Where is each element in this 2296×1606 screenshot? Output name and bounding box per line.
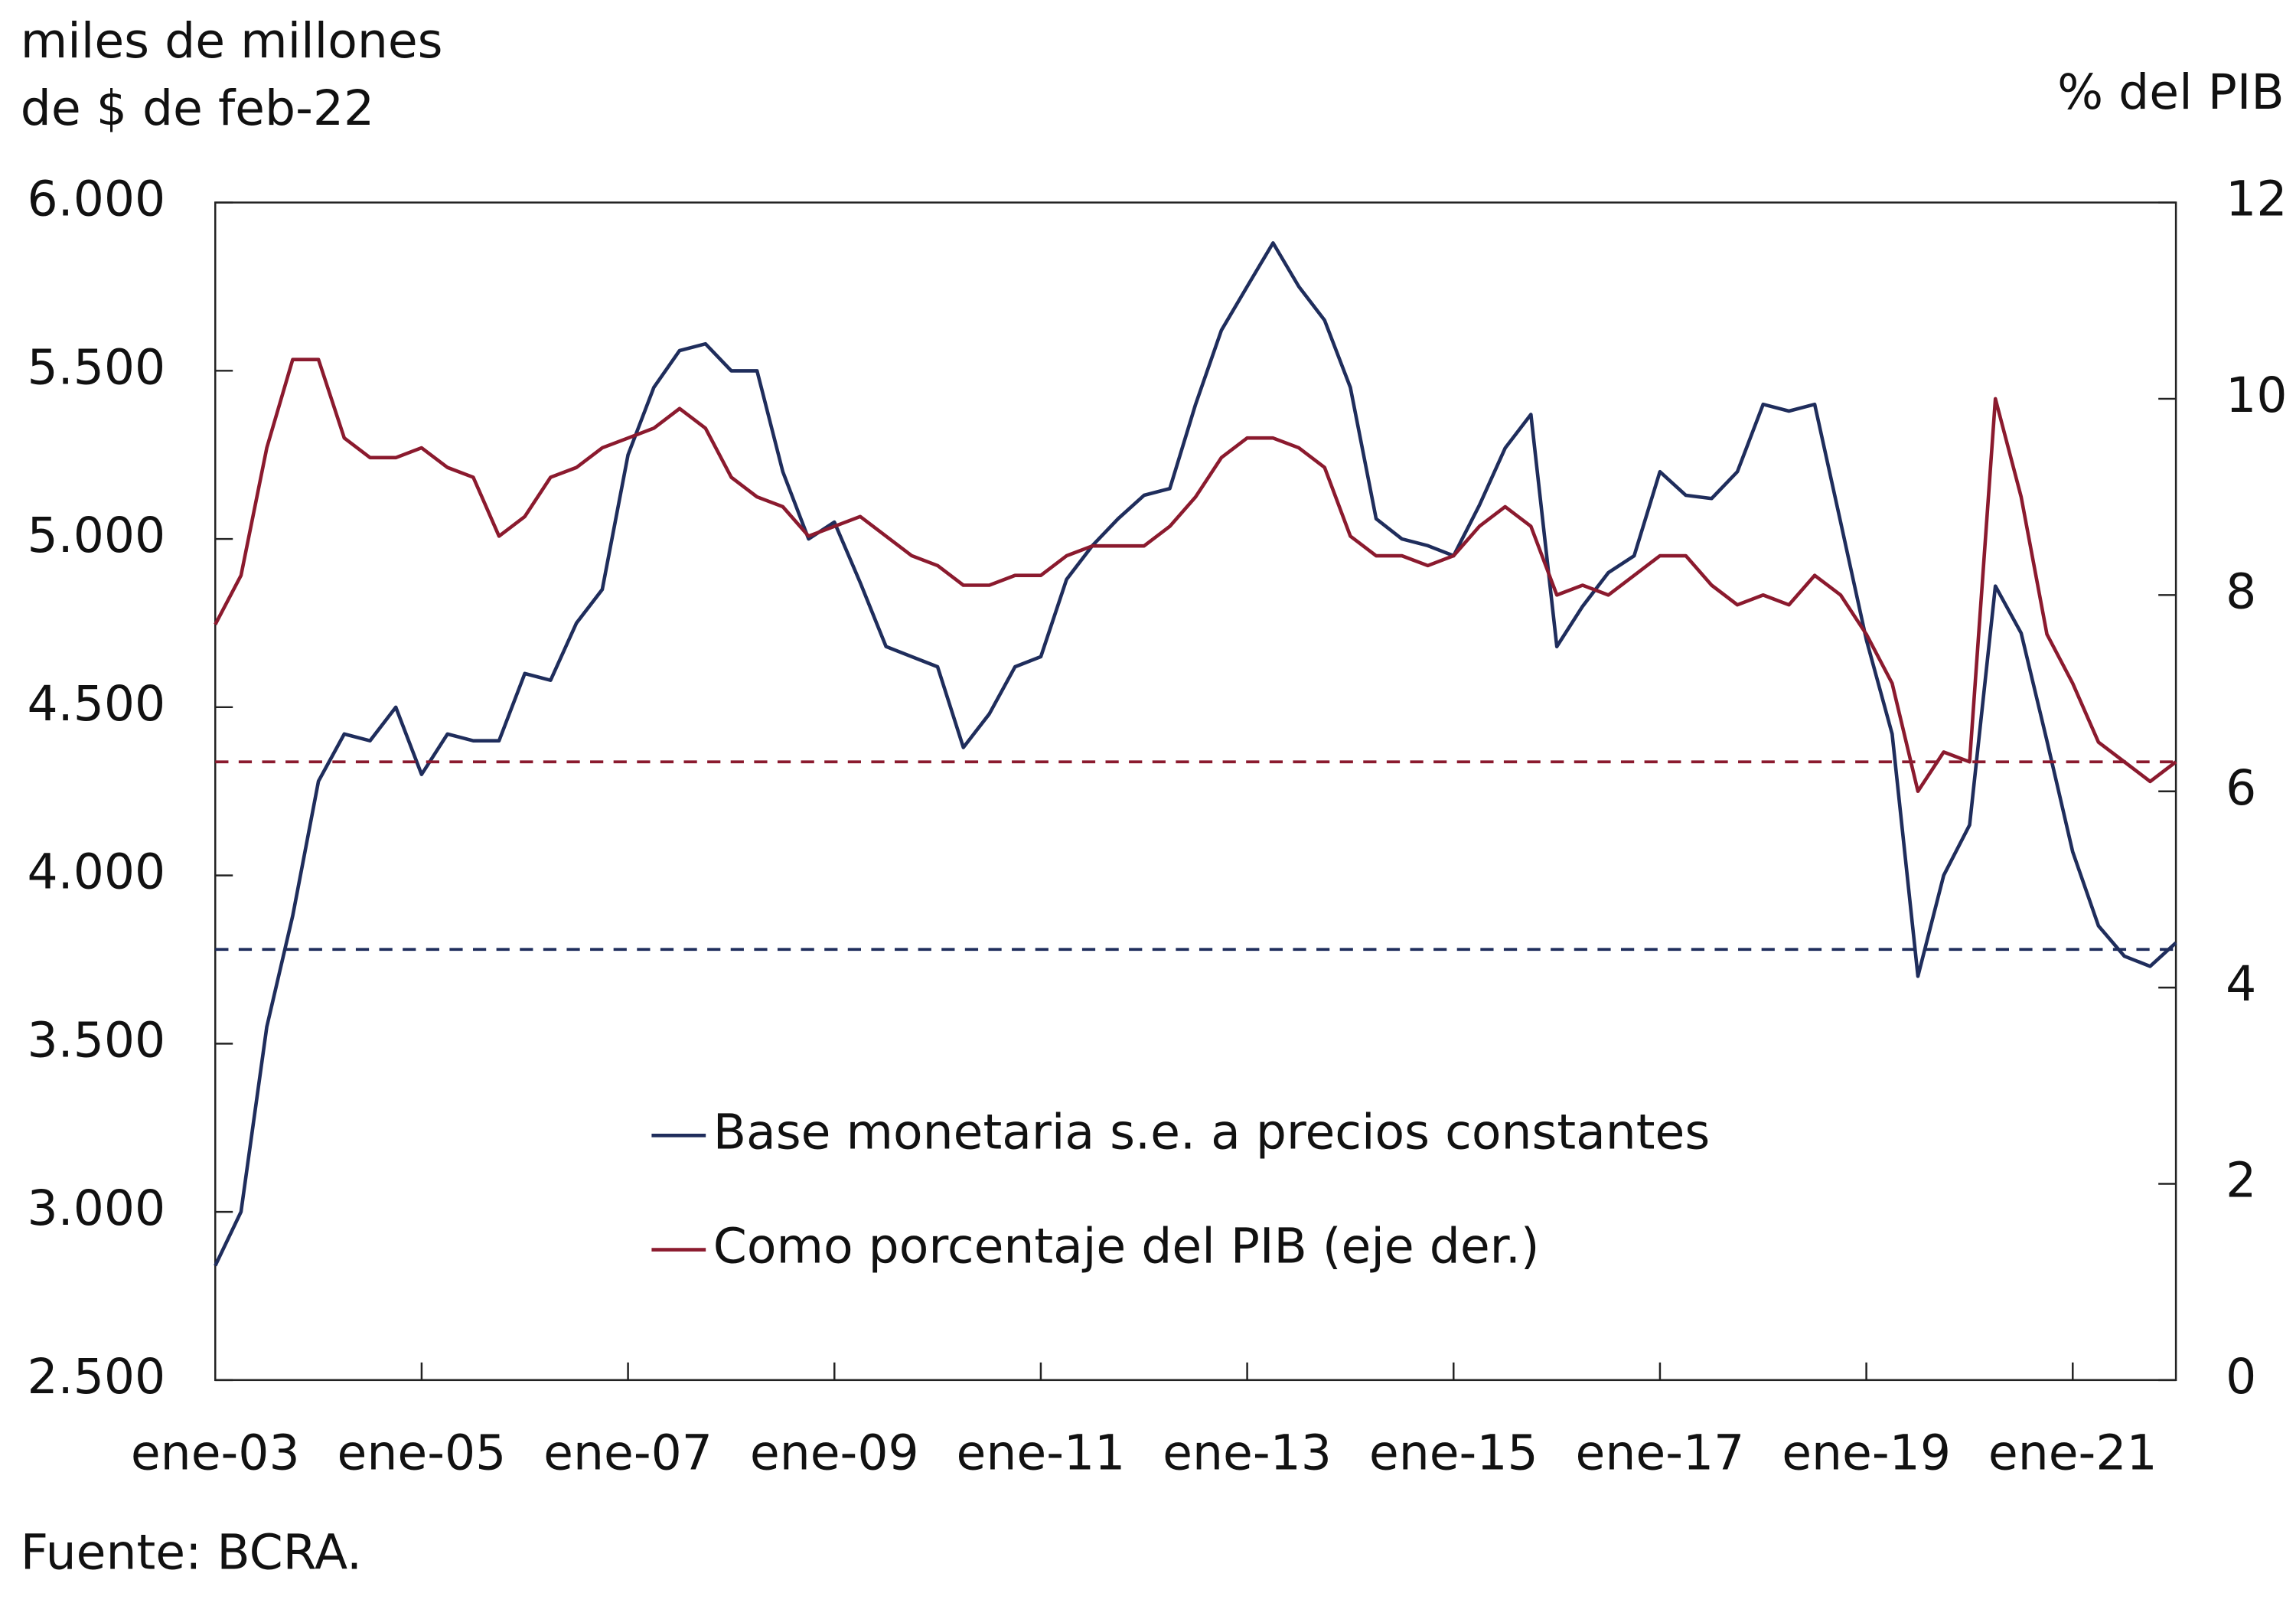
x-tick-label: ene-15 (1369, 1424, 1538, 1480)
x-tick-label: ene-19 (1782, 1424, 1951, 1480)
x-tick-label: ene-11 (957, 1424, 1126, 1480)
x-tick-label: ene-03 (131, 1424, 300, 1480)
y-axis-title: miles de millones (21, 12, 443, 69)
series-line (214, 241, 2177, 1267)
x-tick-label: ene-13 (1163, 1424, 1332, 1480)
y-tick-label: 3.500 (27, 1011, 165, 1068)
legend-label: Como porcentaje del PIB (eje der.) (713, 1218, 1540, 1275)
plot-frame (214, 201, 2177, 1382)
y2-tick-label: 0 (2226, 1348, 2256, 1405)
y-tick-label: 3.000 (27, 1180, 165, 1236)
y-tick-label: 5.500 (27, 338, 165, 395)
x-tick-label: ene-17 (1576, 1424, 1745, 1480)
y2-tick-label: 2 (2226, 1152, 2256, 1209)
x-tick-label: ene-09 (750, 1424, 919, 1480)
y2-tick-label: 12 (2226, 171, 2287, 227)
y-tick-label: 6.000 (27, 171, 165, 227)
y-tick-label: 4.000 (27, 844, 165, 900)
y-tick-label: 2.500 (27, 1348, 165, 1405)
y-axis-title: de $ de feb-22 (21, 80, 374, 136)
y-tick-label: 4.500 (27, 675, 165, 732)
y2-tick-label: 8 (2226, 563, 2256, 619)
x-tick-label: ene-05 (338, 1424, 507, 1480)
y-tick-label: 5.000 (27, 507, 165, 563)
x-tick-label: ene-21 (1988, 1424, 2157, 1480)
source: Fuente: BCRA. (21, 1523, 362, 1580)
y2-tick-label: 6 (2226, 759, 2256, 816)
series-line (214, 357, 2177, 793)
legend-label: Base monetaria s.e. a precios constantes (713, 1103, 1711, 1160)
y2-axis-title: % del PIB (2057, 64, 2285, 120)
y2-tick-label: 10 (2226, 367, 2287, 423)
x-tick-label: ene-07 (543, 1424, 713, 1480)
y2-tick-label: 4 (2226, 955, 2256, 1012)
